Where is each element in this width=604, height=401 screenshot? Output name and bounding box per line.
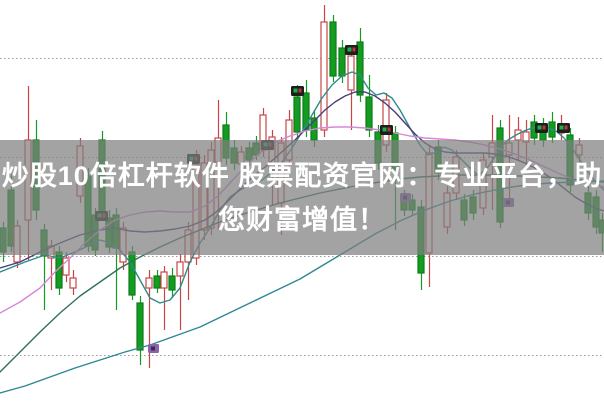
candle-up xyxy=(356,41,364,96)
candle-down xyxy=(62,257,70,276)
candle-up xyxy=(302,92,310,131)
candle-up xyxy=(338,47,346,77)
candle-up xyxy=(293,96,301,133)
candle-down xyxy=(69,277,77,289)
signal-marker-pip-red xyxy=(352,47,356,52)
ma-short-teal xyxy=(0,71,604,304)
signal-marker-pip-green xyxy=(537,125,542,130)
promo-banner-text-line2: 您财富增值！ xyxy=(218,204,386,235)
candle-down xyxy=(160,271,168,289)
candle-up xyxy=(365,96,373,131)
signal-marker-pip-red xyxy=(542,125,546,130)
promo-banner-text-line1: 炒股10倍杠杆软件 股票配资官网：专业平台，助 xyxy=(1,160,603,191)
signal-marker-pip-red xyxy=(298,88,302,93)
signal-marker-pip-green xyxy=(559,125,564,130)
candle-down xyxy=(176,261,184,277)
candle-up xyxy=(128,251,136,296)
candle-down xyxy=(382,99,390,146)
candle-up xyxy=(168,275,176,291)
signal-marker-pip-red xyxy=(564,125,568,130)
signal-marker-pip-green xyxy=(347,47,352,52)
candle-up xyxy=(329,21,337,77)
signal-marker-pip-green xyxy=(293,88,298,93)
promo-banner: 炒股10倍杠杆软件 股票配资官网：专业平台，助 您财富增值！ xyxy=(0,140,604,255)
candle-up xyxy=(153,275,161,289)
candle-up xyxy=(136,302,144,351)
signal-marker-pip-green xyxy=(382,127,387,132)
signal-marker-pip-red xyxy=(387,127,391,132)
candle-down xyxy=(320,21,328,131)
signal-marker-pip-dark xyxy=(151,346,155,351)
candle-down xyxy=(145,277,153,289)
